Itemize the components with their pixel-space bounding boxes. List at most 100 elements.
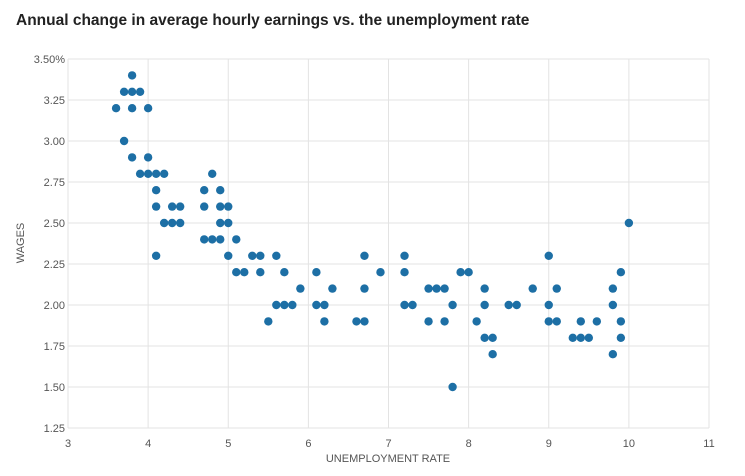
data-point: [200, 186, 209, 195]
data-point: [280, 268, 289, 277]
data-point: [296, 284, 305, 293]
data-point: [135, 87, 145, 97]
y-tick-label: 1.75: [44, 341, 65, 353]
data-point: [280, 300, 289, 310]
data-point: [216, 218, 225, 228]
data-point: [143, 104, 153, 113]
data-point: [424, 284, 433, 293]
y-tick-label: 3.50%: [34, 54, 65, 66]
data-point: [328, 284, 337, 293]
data-point: [167, 218, 177, 228]
data-point: [232, 235, 241, 244]
data-point: [312, 300, 321, 310]
data-point: [248, 251, 257, 260]
data-point: [472, 317, 481, 326]
data-point: [224, 202, 233, 211]
y-tick-label: 2.25: [44, 259, 65, 271]
data-point: [576, 317, 585, 326]
data-point: [432, 284, 441, 293]
data-point: [400, 268, 409, 277]
data-point: [480, 333, 489, 342]
x-tick-label: 6: [305, 438, 311, 450]
data-point: [151, 186, 161, 195]
data-point: [360, 317, 369, 326]
data-point: [127, 87, 137, 97]
data-point: [127, 71, 137, 80]
data-point: [159, 218, 169, 228]
data-point: [127, 104, 137, 113]
data-point: [288, 300, 297, 310]
data-point: [512, 300, 521, 310]
data-point: [448, 300, 457, 310]
data-point: [360, 251, 369, 260]
x-tick-label: 10: [623, 438, 635, 450]
y-tick-label: 2.75: [44, 177, 65, 189]
data-point: [111, 104, 121, 113]
grid-lines: [67, 58, 710, 429]
data-point: [320, 317, 329, 326]
data-point: [544, 251, 553, 260]
data-point: [352, 317, 361, 326]
data-point: [119, 87, 129, 97]
data-point: [568, 333, 577, 342]
data-point: [400, 251, 409, 260]
data-point: [127, 153, 137, 162]
data-point: [400, 300, 409, 310]
data-point: [119, 136, 129, 146]
y-tick-label: 1.50: [44, 382, 65, 394]
data-point: [312, 268, 321, 277]
data-point: [360, 284, 369, 293]
data-point: [616, 333, 626, 342]
data-point: [576, 333, 585, 342]
y-tick-label: 3.25: [44, 95, 65, 107]
data-point: [320, 300, 329, 310]
data-point: [143, 153, 153, 162]
data-point: [376, 268, 385, 277]
data-point: [200, 202, 209, 211]
data-point: [480, 300, 489, 310]
data-point: [616, 317, 626, 326]
data-point: [552, 284, 561, 293]
y-tick-label: 3.00: [44, 136, 65, 148]
data-point: [592, 317, 602, 326]
data-point: [464, 268, 473, 277]
data-point: [544, 317, 553, 326]
data-point: [440, 284, 449, 293]
y-tick-label: 2.00: [44, 300, 65, 312]
data-point: [440, 317, 449, 326]
data-point: [151, 169, 161, 178]
data-point: [264, 317, 273, 326]
data-point: [488, 350, 497, 359]
x-tick-label: 3: [65, 438, 71, 450]
data-point: [143, 169, 153, 178]
data-point: [208, 235, 217, 244]
data-point: [544, 300, 553, 310]
data-points: [111, 71, 634, 392]
y-tick-label: 1.25: [44, 423, 65, 435]
data-point: [272, 300, 281, 310]
data-point: [456, 268, 465, 277]
chart-title: Annual change in average hourly earnings…: [16, 12, 530, 29]
data-point: [624, 218, 634, 228]
data-point: [151, 202, 161, 211]
data-point: [480, 284, 489, 293]
data-point: [256, 268, 265, 277]
data-point: [488, 333, 497, 342]
data-point: [208, 169, 217, 178]
x-tick-label: 4: [145, 438, 151, 450]
data-point: [175, 218, 185, 228]
data-point: [584, 333, 594, 342]
data-point: [552, 317, 561, 326]
x-tick-label: 5: [225, 438, 231, 450]
data-point: [216, 235, 225, 244]
y-tick-label: 2.50: [44, 218, 65, 230]
data-point: [256, 251, 265, 260]
x-tick-label: 8: [466, 438, 472, 450]
data-point: [616, 268, 626, 277]
data-point: [216, 202, 225, 211]
data-point: [135, 169, 145, 178]
data-point: [528, 284, 537, 293]
tick-labels: 3.50% 3.25 3.00 2.75 2.50 2.25 2.00 1.75 1.50 1.2…: [34, 54, 715, 450]
x-tick-label: 11: [703, 438, 714, 450]
